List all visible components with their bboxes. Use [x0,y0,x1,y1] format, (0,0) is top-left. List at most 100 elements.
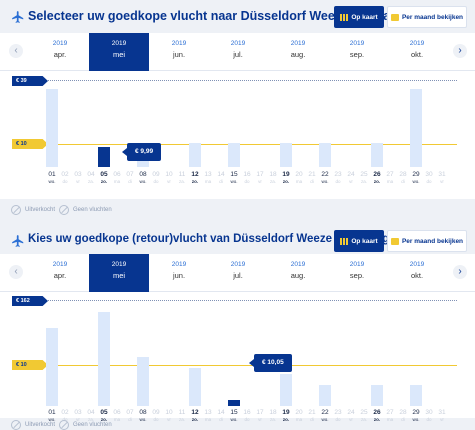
month-tab-jul[interactable]: 2019 jul. [208,33,268,71]
month-tab-jul[interactable]: 2019 jul. [208,254,268,292]
month-tab-okt[interactable]: 2019 okt. [387,254,447,292]
day-12[interactable]: 12 zo. [186,409,204,422]
day-26[interactable]: 26 zo. [368,171,386,184]
day-03: 03 vr [69,409,87,422]
month-tab-mei[interactable]: 2019 mei [89,33,149,71]
day-11: 11 za. [173,171,191,184]
month-view-button[interactable]: Per maand bekijken [387,6,467,28]
day-30: 30 do [420,409,438,422]
month-year: 2019 [171,40,187,47]
day-23: 23 do [329,171,347,184]
day-12[interactable]: 12 zo. [186,171,204,184]
price-bar-26[interactable] [371,143,383,167]
min-price-line [40,365,457,366]
month-view-button[interactable]: Per maand bekijken [387,230,467,252]
bar-chart-icon [340,13,349,21]
day-07: 07 di [121,409,139,422]
price-bar-19[interactable] [280,373,292,406]
day-26[interactable]: 26 zo. [368,409,386,422]
day-08[interactable]: 08 wo. [134,171,152,184]
price-bar-12[interactable] [189,367,201,406]
month-tab-apr[interactable]: 2019 apr. [30,33,90,71]
price-bar-29[interactable] [410,89,422,167]
day-number: 11 [178,171,186,178]
day-number: 16 [243,171,251,178]
month-tab-sep[interactable]: 2019 sep. [327,33,387,71]
day-number: 03 [74,409,82,416]
day-weekday: zo. [282,179,290,184]
selected-price-label[interactable]: € 10,05 [249,354,292,372]
month-year: 2019 [290,261,306,268]
month-tab-apr[interactable]: 2019 apr. [30,254,90,292]
day-15[interactable]: 15 wo. [225,171,243,184]
day-number: 08 [139,171,147,178]
price-bar-15[interactable] [228,143,240,167]
price-bar-12[interactable] [189,143,201,167]
day-number: 10 [165,171,173,178]
month-label: jun. [172,50,186,59]
day-number: 05 [100,171,108,178]
map-view-button[interactable]: Op kaart [334,230,384,252]
day-18: 18 za. [264,171,282,184]
day-29[interactable]: 29 wo. [407,171,425,184]
day-weekday: do [426,179,432,184]
price-bar-05[interactable] [98,147,110,167]
day-weekday: za. [87,417,94,422]
price-bar-05[interactable] [98,312,110,406]
day-01[interactable]: 01 wo. [43,409,61,422]
day-06: 06 ma [108,409,126,422]
price-bar-22[interactable] [319,384,331,406]
month-tab-mei[interactable]: 2019 mei [89,254,149,292]
price-bar-26[interactable] [371,384,383,406]
selected-price-label[interactable]: € 9,99 [121,143,162,161]
map-view-button[interactable]: Op kaart [334,6,384,28]
day-number: 05 [100,409,108,416]
price-bar-15[interactable] [228,400,240,406]
day-05[interactable]: 05 zo. [95,409,113,422]
day-21: 21 di [303,409,321,422]
day-number: 16 [243,409,251,416]
month-label: okt. [410,271,424,280]
sold-out-icon [11,205,21,215]
day-weekday: zo. [282,417,290,422]
day-number: 15 [230,171,238,178]
next-month-button[interactable]: › [453,265,467,279]
day-17: 17 vr [251,171,269,184]
day-19[interactable]: 19 zo. [277,409,295,422]
month-label: mei [112,271,126,280]
month-tab-aug[interactable]: 2019 aug. [268,254,328,292]
day-07: 07 di [121,171,139,184]
price-bar-29[interactable] [410,384,422,406]
day-weekday: wo. [230,417,238,422]
day-08[interactable]: 08 wo. [134,409,152,422]
next-month-button[interactable]: › [453,44,467,58]
price-bar-22[interactable] [319,143,331,167]
price-bar-01[interactable] [46,89,58,167]
outbound-chart: € 39 € 10 € 9,99 01 wo. 02 do 03 vr 04 za. 05 zo.… [0,71,475,199]
prev-month-button[interactable]: ‹ [9,44,23,58]
day-weekday: wo. [48,417,56,422]
day-22[interactable]: 22 wo. [316,171,334,184]
month-tab-aug[interactable]: 2019 aug. [268,33,328,71]
price-bar-19[interactable] [280,143,292,167]
day-22[interactable]: 22 wo. [316,409,334,422]
month-tab-jun[interactable]: 2019 jun. [149,254,209,292]
day-13: 13 ma [199,171,217,184]
return-header: Kies uw goedkope (retour)vlucht van Düss… [0,224,475,260]
day-weekday: di [401,179,405,184]
month-tab-okt[interactable]: 2019 okt. [387,33,447,71]
day-number: 19 [282,171,290,178]
price-bar-08[interactable] [137,356,149,406]
day-15[interactable]: 15 wo. [225,409,243,422]
day-number: 31 [438,171,446,178]
price-bar-01[interactable] [46,327,58,406]
day-05[interactable]: 05 zo. [95,171,113,184]
day-29[interactable]: 29 wo. [407,409,425,422]
day-number: 24 [347,171,355,178]
month-tab-jun[interactable]: 2019 jun. [149,33,209,71]
month-tab-sep[interactable]: 2019 sep. [327,254,387,292]
day-weekday: za. [269,417,276,422]
day-01[interactable]: 01 wo. [43,171,61,184]
prev-month-button[interactable]: ‹ [9,265,23,279]
day-19[interactable]: 19 zo. [277,171,295,184]
